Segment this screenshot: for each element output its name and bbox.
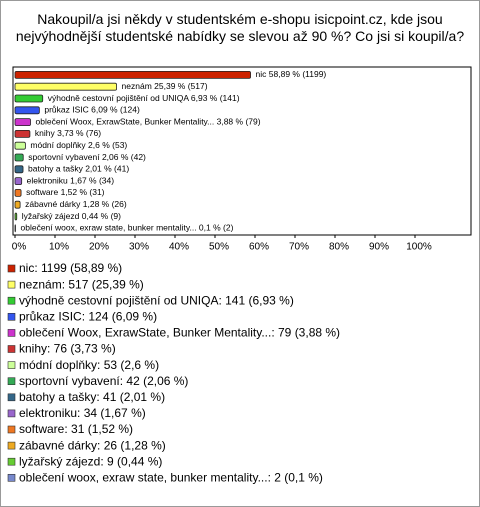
bar [14,82,117,91]
bar [14,188,22,197]
x-tick-label: 10% [49,242,69,253]
bar [14,200,21,209]
legend-swatch [7,264,16,273]
bar [14,177,23,186]
bar-label: oblečení woox, exraw state, bunker menta… [21,223,234,233]
legend-swatch [7,345,16,353]
x-tick-label: 60% [249,242,269,253]
bar-label: módní doplňky 2,6 % (53) [30,140,127,150]
legend-label: lyžařský zájezd: 9 (0,44 %) [19,454,162,468]
x-tick-label: 0% [12,242,27,253]
legend-label: elektroniku: 34 (1,67 %) [19,406,146,420]
bar [14,153,24,162]
bar [14,212,18,221]
legend-swatch [7,393,16,402]
legend-swatch [7,457,16,466]
bar [14,165,24,174]
legend-swatch [7,441,16,450]
legend-label: průkaz ISIC: 124 (6,09 %) [19,309,157,323]
legend-label: oblečení Woox, ExrawState, Bunker Mental… [19,326,340,340]
legend-swatch [7,473,16,482]
bar-label: elektroniku 1,67 % (34) [27,175,115,185]
legend-label: výhodně cestovní pojištění od UNIQA: 141… [19,293,294,307]
bar-label: průkaz ISIC 6,09 % (124) [44,105,140,115]
legend-label: zábavné dárky: 26 (1,28 %) [19,438,166,452]
bar-label: knihy 3,73 % (76) [35,128,101,138]
legend-label: knihy: 76 (3,73 %) [19,342,116,356]
bar [14,71,251,79]
bar-label: sportovní vybavení 2,06 % (42) [28,152,146,162]
legend-label: oblečení woox, exraw state, bunker menta… [19,470,323,484]
bar [14,106,40,115]
legend-label: software: 31 (1,52 %) [19,422,133,436]
bar-label: software 1,52 % (31) [26,187,105,197]
x-tick-label: 30% [129,242,149,253]
bar [14,129,31,138]
x-tick-label: 100% [406,242,432,253]
x-tick-label: 50% [209,242,229,253]
bar-label: výhodně cestovní pojištění od UNIQA 6,93… [48,93,240,103]
legend-swatch [7,329,16,337]
bar-label: batohy a tašky 2,01 % (41) [28,164,129,174]
bar [14,141,26,150]
legend-swatch [7,296,16,305]
bar [14,224,16,233]
legend-swatch [7,409,16,418]
bar-label: zábavné dárky 1,28 % (26) [25,199,127,209]
x-tick-label: 70% [289,242,309,253]
plot-frame [12,66,472,236]
x-tick-label: 80% [329,242,349,253]
x-tick-label: 40% [169,242,189,253]
legend-swatch [7,377,16,386]
legend-swatch [7,425,16,434]
legend-label: batohy a tašky: 41 (2,01 %) [19,390,165,404]
legend-swatch [7,312,16,321]
chart-title: Nakoupil/a jsi někdy v studentském e-sho… [15,11,465,44]
legend-swatch [7,361,16,369]
bar [14,118,31,126]
x-tick-label: 90% [369,242,389,253]
bar [14,94,44,103]
legend-label: módní doplňky: 53 (2,6 %) [19,358,159,372]
bar-label: lyžařský zájezd 0,44 % (9) [22,211,121,221]
legend-label: nic: 1199 (58,89 %) [19,261,122,275]
legend-label: neznám: 517 (25,39 %) [19,277,144,291]
bar-label: nic 58,89 % (1199) [256,69,327,79]
bar-label: neznám 25,39 % (517) [122,81,208,91]
bar-label: oblečení Woox, ExrawState, Bunker Mental… [36,116,261,126]
legend-swatch [7,280,16,289]
x-tick-label: 20% [89,242,109,253]
legend-label: sportovní vybavení: 42 (2,06 %) [19,374,188,388]
